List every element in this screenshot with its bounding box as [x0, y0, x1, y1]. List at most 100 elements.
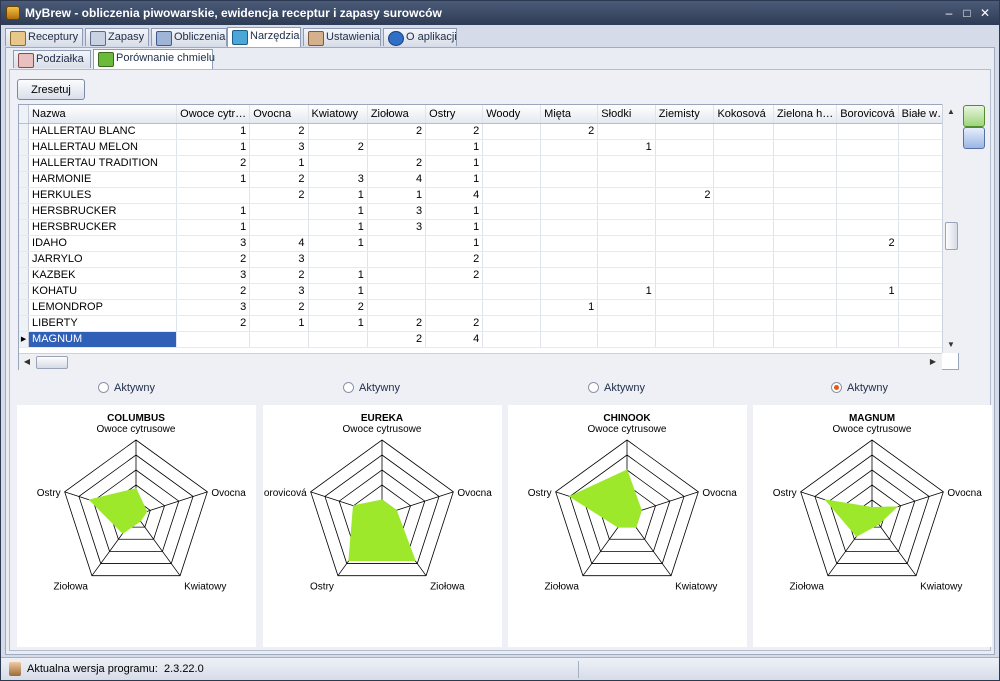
aroma-value-cell[interactable]: 3 [249, 139, 309, 156]
aroma-value-cell[interactable] [540, 235, 599, 252]
aroma-value-cell[interactable]: 1 [425, 235, 484, 252]
column-header[interactable]: Borovicová [836, 105, 899, 124]
aroma-value-cell[interactable] [655, 155, 715, 172]
aroma-value-cell[interactable] [249, 203, 309, 220]
hop-name-cell[interactable]: HALLERTAU BLANC [28, 123, 178, 140]
table-row[interactable]: LIBERTY 2 1 1 2 2 [19, 315, 958, 332]
aroma-value-cell[interactable] [713, 123, 774, 140]
aroma-value-cell[interactable] [713, 203, 774, 220]
aroma-value-cell[interactable] [655, 171, 715, 188]
row-header[interactable] [19, 139, 30, 156]
aroma-value-cell[interactable] [655, 299, 715, 316]
tab-ustawienia[interactable]: Ustawienia [303, 28, 381, 46]
aroma-value-cell[interactable]: 4 [425, 187, 484, 204]
aroma-value-cell[interactable] [655, 123, 715, 140]
scroll-left-icon[interactable]: ◀ [23, 357, 31, 366]
aroma-value-cell[interactable] [482, 299, 542, 316]
aroma-value-cell[interactable]: 1 [425, 219, 484, 236]
aroma-value-cell[interactable]: 1 [425, 203, 484, 220]
column-header[interactable]: Zielona h… [773, 105, 838, 124]
aroma-value-cell[interactable] [597, 187, 656, 204]
aroma-value-cell[interactable]: 3 [308, 171, 368, 188]
aroma-value-cell[interactable] [713, 155, 774, 172]
aroma-value-cell[interactable] [836, 219, 899, 236]
aroma-value-cell[interactable]: 1 [249, 155, 309, 172]
aroma-value-cell[interactable] [597, 171, 656, 188]
aroma-value-cell[interactable] [540, 267, 599, 284]
aroma-value-cell[interactable]: 2 [308, 299, 368, 316]
aroma-value-cell[interactable] [308, 251, 368, 268]
aroma-value-cell[interactable] [482, 267, 542, 284]
aroma-value-cell[interactable]: 3 [249, 251, 309, 268]
aroma-value-cell[interactable]: 1 [367, 187, 427, 204]
tab-porownanie-chmielu[interactable]: Porównanie chmielu [93, 49, 215, 69]
hop-name-cell[interactable]: MAGNUM [28, 331, 178, 348]
column-header[interactable]: Słodki [597, 105, 656, 124]
aroma-value-cell[interactable] [655, 315, 715, 332]
aroma-value-cell[interactable] [176, 331, 251, 348]
aroma-value-cell[interactable] [773, 283, 838, 300]
aroma-value-cell[interactable] [713, 267, 774, 284]
aroma-value-cell[interactable] [597, 203, 656, 220]
aroma-value-cell[interactable] [482, 235, 542, 252]
scroll-thumb-h[interactable] [36, 356, 68, 369]
aroma-value-cell[interactable] [713, 251, 774, 268]
aroma-value-cell[interactable] [425, 283, 484, 300]
aroma-value-cell[interactable] [425, 299, 484, 316]
aroma-value-cell[interactable] [597, 219, 656, 236]
aroma-value-cell[interactable] [773, 139, 838, 156]
aroma-value-cell[interactable] [482, 331, 542, 348]
row-header[interactable] [19, 251, 30, 268]
radio-active-4[interactable]: Aktywny [831, 382, 888, 396]
horizontal-scrollbar[interactable]: ◀ ▶ [19, 353, 942, 370]
table-row[interactable]: ▶ MAGNUM 2 4 [19, 331, 958, 348]
aroma-value-cell[interactable]: 2 [249, 267, 309, 284]
aroma-value-cell[interactable] [773, 171, 838, 188]
aroma-value-cell[interactable]: 3 [176, 267, 251, 284]
table-row[interactable]: KAZBEK 3 2 1 2 [19, 267, 958, 284]
aroma-value-cell[interactable] [540, 315, 599, 332]
aroma-value-cell[interactable] [540, 171, 599, 188]
hop-name-cell[interactable]: KOHATU [28, 283, 178, 300]
scroll-right-icon[interactable]: ▶ [929, 357, 937, 366]
aroma-value-cell[interactable] [655, 267, 715, 284]
row-header[interactable] [19, 235, 30, 252]
aroma-value-cell[interactable] [773, 187, 838, 204]
row-header[interactable] [19, 299, 30, 316]
tab-receptury[interactable]: Receptury [5, 28, 83, 46]
aroma-value-cell[interactable] [836, 299, 899, 316]
column-header[interactable]: Woody [482, 105, 542, 124]
aroma-value-cell[interactable] [482, 283, 542, 300]
aroma-value-cell[interactable]: 3 [249, 283, 309, 300]
aroma-value-cell[interactable]: 1 [308, 187, 368, 204]
aroma-value-cell[interactable] [482, 219, 542, 236]
aroma-value-cell[interactable]: 4 [249, 235, 309, 252]
aroma-value-cell[interactable]: 1 [308, 203, 368, 220]
aroma-value-cell[interactable] [597, 315, 656, 332]
aroma-value-cell[interactable] [836, 139, 899, 156]
scroll-up-icon[interactable]: ▲ [947, 107, 955, 116]
aroma-value-cell[interactable]: 1 [308, 219, 368, 236]
hop-name-cell[interactable]: HERKULES [28, 187, 178, 204]
tab-podzialka[interactable]: Podziałka [13, 50, 91, 68]
aroma-value-cell[interactable]: 2 [425, 123, 484, 140]
aroma-value-cell[interactable]: 2 [425, 267, 484, 284]
aroma-value-cell[interactable] [836, 251, 899, 268]
radio-circle[interactable] [343, 382, 354, 393]
radio-circle[interactable] [98, 382, 109, 393]
aroma-value-cell[interactable] [540, 219, 599, 236]
aroma-value-cell[interactable] [836, 203, 899, 220]
tab-o-aplikacji[interactable]: O aplikacji [383, 28, 457, 46]
aroma-value-cell[interactable]: 2 [176, 315, 251, 332]
vertical-scrollbar[interactable]: ▲ ▼ [942, 104, 959, 353]
radio-circle[interactable] [588, 382, 599, 393]
row-header[interactable] [19, 283, 30, 300]
row-header[interactable] [19, 219, 30, 236]
hop-name-cell[interactable]: LIBERTY [28, 315, 178, 332]
table-row[interactable]: HARMONIE 1 2 3 4 1 [19, 171, 958, 188]
table-row[interactable]: HERSBRUCKER 1 1 3 1 [19, 219, 958, 236]
radio-circle-selected[interactable] [831, 382, 842, 393]
aroma-value-cell[interactable] [655, 235, 715, 252]
aroma-value-cell[interactable] [540, 251, 599, 268]
aroma-value-cell[interactable] [773, 299, 838, 316]
